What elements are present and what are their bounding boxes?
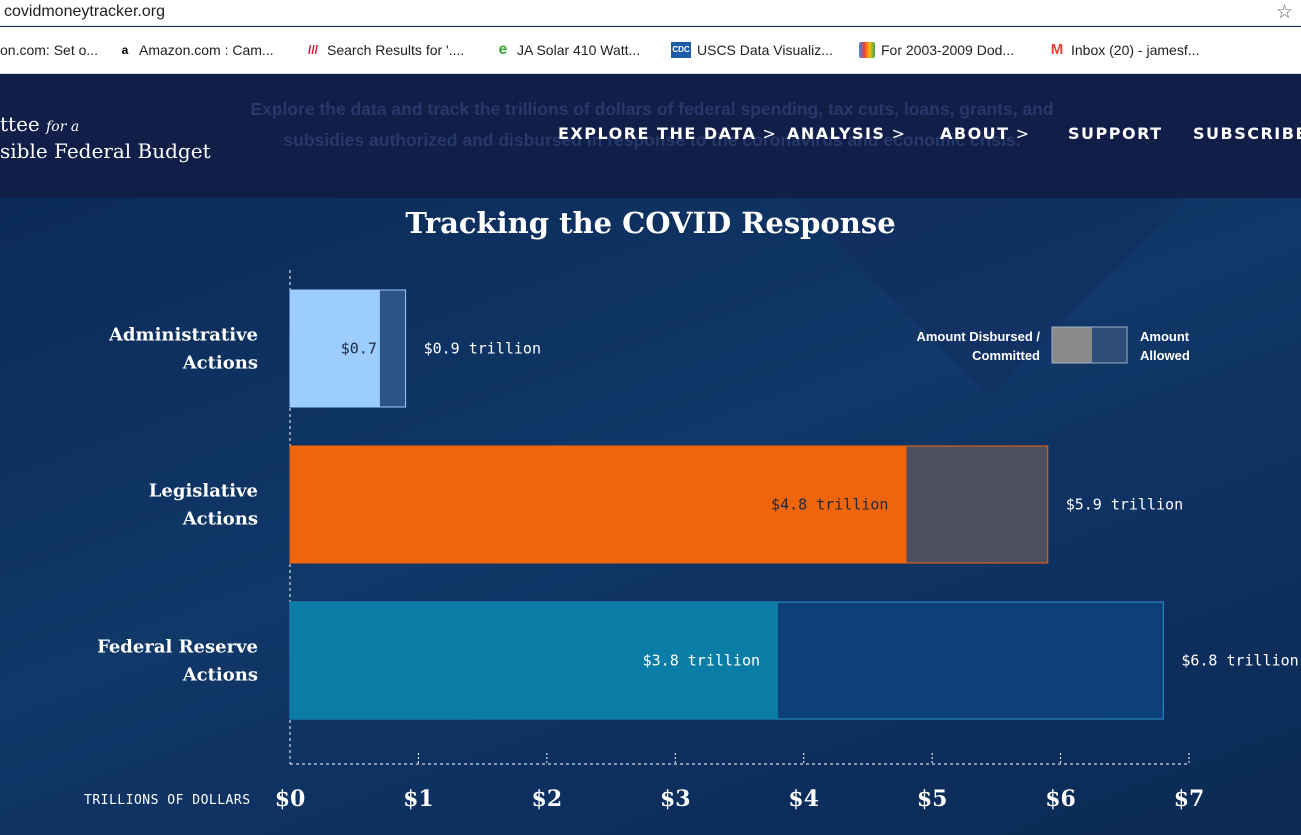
- x-tick-label: $6: [1045, 786, 1076, 812]
- legend-allowed-label: Amount: [1140, 329, 1190, 344]
- x-tick-label: $2: [532, 786, 563, 812]
- x-tick-label: $0: [275, 786, 306, 812]
- chevron-right-icon: >: [1015, 124, 1031, 143]
- site-header: Explore the data and track the trillions…: [0, 74, 1301, 198]
- bookmarks-bar: on.com: Set o... a Amazon.com : Cam... /…: [0, 27, 1301, 74]
- x-tick-label: $5: [917, 786, 948, 812]
- bookmark-item[interactable]: a Amazon.com : Cam...: [117, 42, 274, 58]
- url-text[interactable]: covidmoneytracker.org: [4, 3, 165, 20]
- legend-disbursed-label: Amount Disbursed /: [916, 329, 1040, 344]
- bookmark-star-icon[interactable]: ☆: [1275, 2, 1293, 23]
- category-label: Legislative: [149, 481, 258, 502]
- chevron-right-icon: >: [762, 124, 778, 143]
- amazon-icon: a: [121, 43, 129, 57]
- disbursed-bar: [290, 290, 380, 407]
- legend-disbursed-label: Committed: [972, 348, 1040, 363]
- nav-about[interactable]: ABOUT >: [940, 124, 1031, 143]
- bookmark-item[interactable]: /// Search Results for '....: [305, 42, 464, 58]
- category-label: Actions: [182, 353, 258, 374]
- disbursed-bar: [290, 602, 779, 719]
- x-tick-label: $3: [660, 786, 691, 812]
- bookmark-label: Search Results for '....: [327, 42, 465, 58]
- nav-label: SUBSCRIBE: [1193, 124, 1301, 143]
- disbursed-value-label: $3.8 trillion: [643, 652, 760, 670]
- category-label: Administrative: [108, 325, 258, 346]
- x-tick-label: $7: [1174, 786, 1205, 812]
- allowed-value-label: $0.9 trillion: [424, 340, 541, 358]
- nav-label: ABOUT: [940, 124, 1010, 143]
- disbursed-bar: [290, 446, 907, 563]
- allowed-value-label: $5.9 trillion: [1066, 496, 1183, 514]
- bookmark-label: on.com: Set o...: [0, 42, 99, 58]
- gmail-icon: M: [1050, 41, 1064, 58]
- legend-allowed-swatch: [1092, 327, 1127, 363]
- bookmark-item[interactable]: M Inbox (20) - jamesf...: [1049, 41, 1200, 59]
- logo-line1: ttee: [0, 112, 40, 136]
- address-bar[interactable]: covidmoneytracker.org ☆: [0, 0, 1301, 26]
- disbursed-value-label: $4.8 trillion: [771, 496, 888, 514]
- bookmark-label: Amazon.com : Cam...: [139, 42, 274, 58]
- bookmark-item[interactable]: e JA Solar 410 Watt...: [495, 41, 641, 59]
- chevron-right-icon: >: [891, 124, 907, 143]
- nav-label: SUPPORT: [1068, 124, 1163, 143]
- shopping-bag-icon: [859, 42, 875, 58]
- bookmark-item[interactable]: on.com: Set o...: [0, 42, 98, 58]
- category-label: Federal Reserve: [97, 637, 258, 658]
- chart-section: Tracking the COVID Response $0 $1 $2 $3 $4 $5…: [0, 198, 1301, 835]
- site-logo[interactable]: ttee for a sible Federal Budget: [0, 112, 211, 163]
- logo-for-a: for a: [46, 119, 80, 135]
- nav-label: ANALYSIS: [787, 124, 886, 143]
- bookmark-label: USCS Data Visualiz...: [697, 42, 833, 58]
- bookmark-label: JA Solar 410 Watt...: [517, 42, 641, 58]
- bookmark-label: Inbox (20) - jamesf...: [1071, 42, 1200, 58]
- logo-line2: sible Federal Budget: [0, 139, 211, 163]
- legend-swatch-border: [1051, 326, 1128, 364]
- bookmark-item[interactable]: For 2003-2009 Dod...: [859, 42, 1014, 58]
- x-tick-label: $4: [788, 786, 819, 812]
- bar-chart: $0 $1 $2 $3 $4 $5 $6 $7 TRILLIONS OF DOLLARS Admi…: [84, 270, 1299, 812]
- nav-explore-the-data[interactable]: EXPLORE THE DATA >: [558, 124, 777, 143]
- bookmark-label: For 2003-2009 Dod...: [881, 42, 1015, 58]
- bookmark-item[interactable]: CDC USCS Data Visualiz...: [671, 42, 833, 58]
- nav-subscribe[interactable]: SUBSCRIBE: [1193, 124, 1301, 143]
- cdc-icon: CDC: [671, 42, 691, 58]
- x-axis-title: TRILLIONS OF DOLLARS: [84, 793, 251, 808]
- x-tick-label: $1: [403, 786, 434, 812]
- category-label: Actions: [182, 665, 258, 686]
- intro-text: Explore the data and track the trillions…: [250, 99, 1054, 150]
- nav-analysis[interactable]: ANALYSIS >: [787, 124, 906, 143]
- nav-label: EXPLORE THE DATA: [558, 124, 757, 143]
- nav-support[interactable]: SUPPORT: [1068, 124, 1163, 143]
- legend-allowed-label: Allowed: [1140, 348, 1190, 363]
- category-label: Actions: [182, 509, 258, 530]
- chart-title: Tracking the COVID Response: [405, 206, 896, 240]
- search-results-icon: ///: [307, 43, 318, 57]
- e-icon: e: [498, 41, 508, 58]
- legend-disbursed-swatch: [1052, 327, 1092, 363]
- allowed-value-label: $6.8 trillion: [1181, 652, 1298, 670]
- disbursed-value-label: $0.7: [341, 340, 377, 358]
